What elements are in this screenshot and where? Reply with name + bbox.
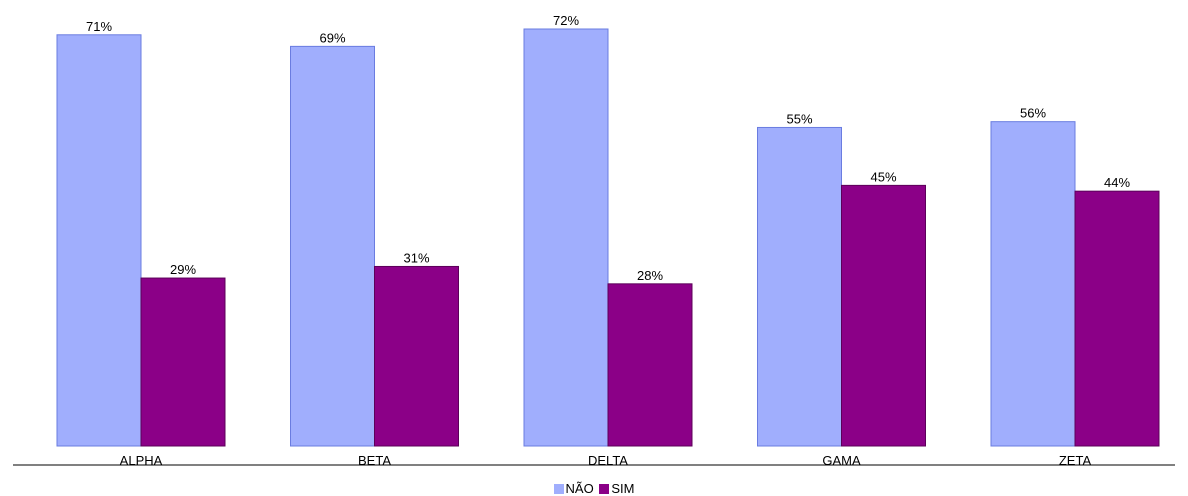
legend-label-nao: NÃO — [565, 481, 594, 496]
value-label-sim-zeta: 44% — [1104, 175, 1130, 190]
category-label-delta: DELTA — [588, 453, 628, 468]
value-label-sim-beta: 31% — [403, 250, 429, 265]
bar-sim-gama — [841, 184, 926, 447]
value-labels-layer: 71% 29% 69% 31% 72% 28% 55% 45% 56% 44% — [86, 13, 1130, 283]
bar-nao-beta — [290, 45, 375, 447]
category-labels-layer: ALPHA BETA DELTA GAMA ZETA — [120, 453, 1092, 468]
category-label-alpha: ALPHA — [120, 453, 163, 468]
bar-nao-delta — [523, 28, 609, 447]
legend-item-sim: SIM — [599, 481, 634, 496]
legend-item-nao: NÃO — [553, 481, 594, 496]
bars-layer — [56, 28, 1160, 447]
bar-sim-zeta — [1074, 190, 1160, 447]
legend: NÃO SIM — [0, 481, 1188, 496]
legend-swatch-nao — [553, 484, 564, 494]
bar-sim-beta — [374, 265, 459, 447]
category-label-gama: GAMA — [822, 453, 861, 468]
value-label-sim-gama: 45% — [870, 169, 896, 184]
bar-sim-delta — [607, 283, 693, 447]
bar-nao-alpha — [56, 34, 142, 447]
category-label-beta: BETA — [358, 453, 391, 468]
value-label-nao-beta: 69% — [319, 30, 345, 45]
bar-sim-alpha — [140, 277, 226, 447]
value-label-nao-alpha: 71% — [86, 19, 112, 34]
bar-chart: 71% 29% 69% 31% 72% 28% 55% 45% 56% 44% ALPHA BETA… — [13, 13, 1175, 468]
value-label-nao-delta: 72% — [553, 13, 579, 28]
value-label-nao-gama: 55% — [786, 111, 812, 126]
value-label-nao-zeta: 56% — [1020, 106, 1046, 121]
category-label-zeta: ZETA — [1059, 453, 1092, 468]
value-label-sim-alpha: 29% — [170, 262, 196, 277]
value-label-sim-delta: 28% — [637, 268, 663, 283]
legend-swatch-sim — [599, 484, 610, 494]
bar-nao-zeta — [990, 121, 1076, 447]
legend-label-sim: SIM — [611, 481, 635, 496]
bar-nao-gama — [757, 126, 842, 447]
